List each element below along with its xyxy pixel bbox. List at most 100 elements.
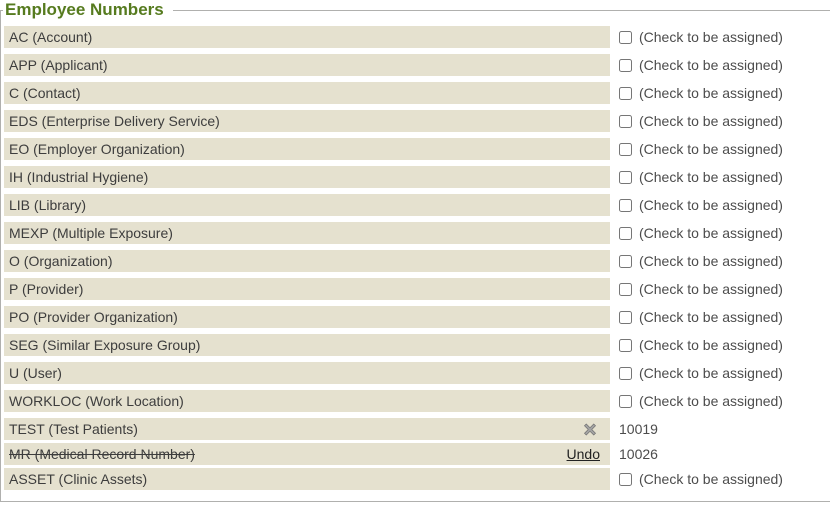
employee-number-row-eds: EDS (Enterprise Delivery Service) (Check … xyxy=(4,110,830,132)
panel-title: Employee Numbers xyxy=(5,0,164,19)
assign-checkbox[interactable] xyxy=(619,310,632,324)
checkbox-hint-label: (Check to be assigned) xyxy=(639,57,783,73)
checkbox-hint-label: (Check to be assigned) xyxy=(639,197,783,213)
assign-checkbox[interactable] xyxy=(619,170,632,184)
checkbox-hint-label: (Check to be assigned) xyxy=(639,113,783,129)
employee-number-row-mr: MR (Medical Record Number) Undo 10026 xyxy=(4,443,830,465)
checkbox-hint-label: (Check to be assigned) xyxy=(639,29,783,45)
checkbox-hint-label: (Check to be assigned) xyxy=(639,337,783,353)
checkbox-hint-label: (Check to be assigned) xyxy=(639,85,783,101)
employee-numbers-list: AC (Account) (Check to be assigned) APP (A… xyxy=(3,26,830,490)
checkbox-hint-label: (Check to be assigned) xyxy=(639,471,783,487)
number-type-cell: MR (Medical Record Number) Undo xyxy=(4,443,610,465)
checkbox-hint-label: (Check to be assigned) xyxy=(639,393,783,409)
number-type-label: ASSET (Clinic Assets) xyxy=(9,471,148,487)
assign-checkbox[interactable] xyxy=(619,30,632,44)
number-type-cell: TEST (Test Patients) xyxy=(4,418,610,440)
employee-number-row-test: TEST (Test Patients) 10019 xyxy=(4,418,830,440)
remove-x-icon[interactable] xyxy=(583,423,597,436)
assign-checkbox[interactable] xyxy=(619,366,632,380)
employee-number-row-ih: IH (Industrial Hygiene) (Check to be assi… xyxy=(4,166,830,188)
employee-number-row-c: C (Contact) (Check to be assigned) xyxy=(4,82,830,104)
assigned-number-value: 10026 xyxy=(619,446,658,462)
assignment-cell: (Check to be assigned) xyxy=(619,365,783,381)
number-type-cell: SEG (Similar Exposure Group) xyxy=(4,334,610,356)
assign-checkbox[interactable] xyxy=(619,254,632,268)
number-type-label: APP (Applicant) xyxy=(9,57,108,73)
number-type-label: U (User) xyxy=(9,365,62,381)
employee-number-row-asset: ASSET (Clinic Assets) (Check to be assign… xyxy=(4,468,830,490)
assign-checkbox[interactable] xyxy=(619,142,632,156)
number-type-cell: IH (Industrial Hygiene) xyxy=(4,166,610,188)
employee-number-row-lib: LIB (Library) (Check to be assigned) xyxy=(4,194,830,216)
number-type-label: EO (Employer Organization) xyxy=(9,141,185,157)
assignment-cell: (Check to be assigned) xyxy=(619,225,783,241)
checkbox-hint-label: (Check to be assigned) xyxy=(639,365,783,381)
number-type-cell: LIB (Library) xyxy=(4,194,610,216)
checkbox-hint-label: (Check to be assigned) xyxy=(639,141,783,157)
checkbox-hint-label: (Check to be assigned) xyxy=(639,253,783,269)
assign-checkbox[interactable] xyxy=(619,394,632,408)
assignment-cell: (Check to be assigned) xyxy=(619,57,783,73)
number-type-label: O (Organization) xyxy=(9,253,113,269)
number-type-cell: AC (Account) xyxy=(4,26,610,48)
number-type-cell: ASSET (Clinic Assets) xyxy=(4,468,610,490)
number-type-label: SEG (Similar Exposure Group) xyxy=(9,337,201,353)
assignment-cell: (Check to be assigned) xyxy=(619,337,783,353)
assignment-cell: 10019 xyxy=(619,421,658,437)
assignment-cell: (Check to be assigned) xyxy=(619,253,783,269)
assignment-cell: (Check to be assigned) xyxy=(619,197,783,213)
checkbox-hint-label: (Check to be assigned) xyxy=(639,169,783,185)
employee-number-row-app: APP (Applicant) (Check to be assigned) xyxy=(4,54,830,76)
assignment-cell: (Check to be assigned) xyxy=(619,471,783,487)
assignment-cell: (Check to be assigned) xyxy=(619,113,783,129)
number-type-label: MR (Medical Record Number) xyxy=(9,446,195,462)
assign-checkbox[interactable] xyxy=(619,338,632,352)
employee-number-row-mexp: MEXP (Multiple Exposure) (Check to be ass… xyxy=(4,222,830,244)
assignment-cell: 10026 xyxy=(619,446,658,462)
assign-checkbox[interactable] xyxy=(619,472,632,486)
checkbox-hint-label: (Check to be assigned) xyxy=(639,309,783,325)
employee-number-row-seg: SEG (Similar Exposure Group) (Check to be… xyxy=(4,334,830,356)
assign-checkbox[interactable] xyxy=(619,282,632,296)
number-type-cell: WORKLOC (Work Location) xyxy=(4,390,610,412)
number-type-cell: P (Provider) xyxy=(4,278,610,300)
assign-checkbox[interactable] xyxy=(619,58,632,72)
number-type-label: IH (Industrial Hygiene) xyxy=(9,169,149,185)
employee-number-row-po: PO (Provider Organization) (Check to be a… xyxy=(4,306,830,328)
assignment-cell: (Check to be assigned) xyxy=(619,169,783,185)
assign-checkbox[interactable] xyxy=(619,198,632,212)
employee-number-row-ac: AC (Account) (Check to be assigned) xyxy=(4,26,830,48)
assign-checkbox[interactable] xyxy=(619,86,632,100)
number-type-label: C (Contact) xyxy=(9,85,81,101)
number-type-cell: EO (Employer Organization) xyxy=(4,138,610,160)
number-type-cell: O (Organization) xyxy=(4,250,610,272)
assignment-cell: (Check to be assigned) xyxy=(619,309,783,325)
number-type-label: MEXP (Multiple Exposure) xyxy=(9,225,173,241)
number-type-label: P (Provider) xyxy=(9,281,84,297)
number-type-label: WORKLOC (Work Location) xyxy=(9,393,184,409)
number-type-cell: MEXP (Multiple Exposure) xyxy=(4,222,610,244)
assignment-cell: (Check to be assigned) xyxy=(619,85,783,101)
employee-number-row-u: U (User) (Check to be assigned) xyxy=(4,362,830,384)
employee-number-row-p: P (Provider) (Check to be assigned) xyxy=(4,278,830,300)
assignment-cell: (Check to be assigned) xyxy=(619,281,783,297)
employee-number-row-eo: EO (Employer Organization) (Check to be a… xyxy=(4,138,830,160)
number-type-label: AC (Account) xyxy=(9,29,93,45)
assigned-number-value: 10019 xyxy=(619,421,658,437)
number-type-cell: U (User) xyxy=(4,362,610,384)
employee-number-row-workloc: WORKLOC (Work Location) (Check to be assi… xyxy=(4,390,830,412)
number-type-cell: C (Contact) xyxy=(4,82,610,104)
number-type-label: LIB (Library) xyxy=(9,197,87,213)
number-type-label: TEST (Test Patients) xyxy=(9,421,138,437)
checkbox-hint-label: (Check to be assigned) xyxy=(639,281,783,297)
number-type-cell: APP (Applicant) xyxy=(4,54,610,76)
assign-checkbox[interactable] xyxy=(619,114,632,128)
number-type-cell: EDS (Enterprise Delivery Service) xyxy=(4,110,610,132)
undo-link[interactable]: Undo xyxy=(566,446,600,462)
assignment-cell: (Check to be assigned) xyxy=(619,393,783,409)
checkbox-hint-label: (Check to be assigned) xyxy=(639,225,783,241)
number-type-cell: PO (Provider Organization) xyxy=(4,306,610,328)
assign-checkbox[interactable] xyxy=(619,226,632,240)
